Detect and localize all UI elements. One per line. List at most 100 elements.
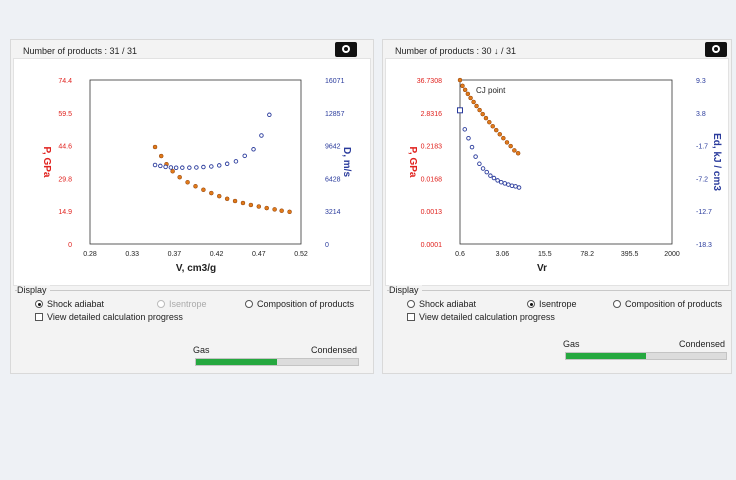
y2-ticks: 9.3 3.8 -1.7 -7.2 -12.7 -18.3 (696, 78, 712, 249)
second-axis-point (163, 164, 168, 170)
pressure-point (462, 87, 468, 93)
energy-series (457, 107, 522, 190)
pressure-point (501, 135, 506, 141)
second-axis-point (484, 169, 490, 175)
composition-label: Composition of products (625, 299, 723, 309)
second-axis-point (473, 154, 478, 159)
y2-tick-label: 0 (325, 242, 329, 249)
x-ticks: 0.28 0.33 0.37 0.42 0.47 0.52 (83, 251, 308, 258)
y1-tick-label: 0.2183 (421, 144, 443, 151)
pressure-point (256, 204, 262, 209)
pressure-point (457, 77, 463, 83)
pressure-point (193, 183, 198, 189)
composition-label: Composition of products (257, 299, 355, 309)
camera-icon[interactable] (335, 42, 357, 57)
composition-radio[interactable]: Composition of products (613, 299, 722, 309)
pressure-point (465, 91, 471, 97)
second-axis-point (168, 165, 174, 170)
isentrope-radio[interactable]: Isentrope (527, 299, 577, 309)
y1-tick-label: 0 (68, 242, 72, 249)
condensed-label: Condensed (679, 339, 726, 349)
second-axis-point (488, 173, 493, 178)
pressure-point (468, 95, 473, 101)
display-legend: Display (17, 285, 50, 295)
x-tick-label: 15.5 (538, 251, 552, 258)
second-axis-point (224, 161, 230, 167)
gas-fraction-fill (196, 359, 277, 365)
y1-tick-label: 44.6 (58, 144, 72, 151)
second-axis-point (251, 147, 256, 152)
pressure-point (493, 127, 499, 133)
isentrope-radio[interactable]: Isentrope (157, 299, 207, 309)
y1-ticks: 36.7308 2.8316 0.2183 0.0168 0.0013 0.0001 (417, 78, 442, 249)
pressure-point (279, 208, 284, 213)
x-axis-label: V, cm3/g (176, 263, 216, 274)
pressure-point (185, 180, 190, 185)
pressure-point (497, 131, 503, 137)
y2-tick-label: 9.3 (696, 78, 706, 85)
x-axis-label: Vr (537, 263, 547, 274)
y1-tick-label: 0.0168 (421, 176, 443, 183)
y2-tick-label: 3214 (325, 209, 341, 216)
radio-icon (245, 300, 253, 308)
second-axis-point (502, 181, 508, 186)
detailed-progress-checkbox[interactable]: View detailed calculation progress (407, 312, 555, 322)
pressure-point (508, 143, 513, 149)
x-tick-label: 0.28 (83, 251, 97, 258)
pressure-point (209, 190, 214, 196)
second-axis-point (509, 183, 515, 189)
pressure-point (490, 123, 495, 129)
pressure-point (504, 140, 510, 145)
camera-icon[interactable] (705, 42, 727, 57)
second-axis-point (194, 165, 199, 170)
shock-adiabat-radio[interactable]: Shock adiabat (407, 299, 476, 309)
pressure-point (287, 209, 292, 215)
chart-svg: 0.6 3.06 15.5 78.2 395.5 2000 36.7308 2.8316 0.… (407, 77, 722, 274)
pressure-point (224, 196, 230, 202)
pressure-point (201, 187, 206, 193)
second-axis-point (506, 182, 511, 187)
pressure-point (216, 193, 222, 199)
y1-tick-label: 74.4 (58, 78, 72, 85)
y1-tick-label: 36.7308 (417, 78, 442, 85)
second-axis-point (233, 159, 239, 164)
pressure-point (158, 153, 164, 159)
second-axis-point (466, 135, 471, 141)
gas-label: Gas (193, 345, 210, 355)
composition-radio[interactable]: Composition of products (245, 299, 354, 309)
pressure-point (477, 107, 482, 113)
isentrope-label: Isentrope (539, 299, 577, 309)
x-tick-label: 78.2 (580, 251, 594, 258)
y2-tick-label: -7.2 (696, 176, 708, 183)
second-axis-point (187, 165, 192, 170)
second-axis-point (209, 164, 214, 169)
pressure-point (474, 103, 479, 109)
checkbox-icon (407, 313, 415, 321)
y2-axis-label: D, m/s (341, 147, 352, 177)
shock-adiabat-radio[interactable]: Shock adiabat (35, 299, 104, 309)
second-axis-point (158, 163, 163, 169)
detailed-progress-checkbox[interactable]: View detailed calculation progress (35, 312, 183, 322)
pressure-point (177, 174, 182, 180)
cj-point-marker (457, 107, 463, 114)
y2-tick-label: 16071 (325, 78, 345, 85)
radio-icon (407, 300, 415, 308)
y1-ticks: 74.4 59.5 44.6 29.8 14.9 0 (58, 78, 72, 249)
chart-area: 0.6 3.06 15.5 78.2 395.5 2000 36.7308 2.8316 0.… (385, 58, 729, 286)
y2-tick-label: -1.7 (696, 144, 708, 151)
pressure-point (515, 151, 521, 156)
x-tick-label: 0.52 (294, 251, 308, 258)
gas-fraction-fill (566, 353, 646, 359)
pressure-point (240, 200, 246, 206)
detailed-progress-label: View detailed calculation progress (47, 312, 183, 322)
x-tick-label: 0.47 (252, 251, 266, 258)
velocity-series (152, 112, 272, 171)
y1-axis-label: P, GPa (407, 147, 418, 178)
products-count-label: Number of products : 30 ↓ / 31 (395, 46, 517, 56)
shock-adiabat-panel: Number of products : 31 / 31 0.28 0.33 0.3… (10, 39, 374, 374)
y1-tick-label: 2.8316 (421, 111, 443, 118)
second-axis-point (216, 163, 222, 168)
pressure-point (170, 169, 175, 174)
y1-tick-label: 0.0001 (421, 242, 443, 249)
pressure-point (232, 198, 238, 204)
